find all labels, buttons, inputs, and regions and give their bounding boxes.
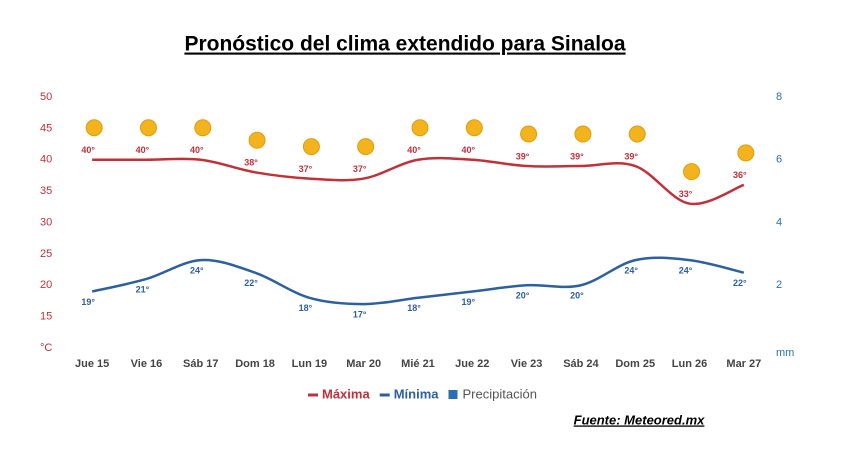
data-label: 40° (407, 145, 421, 155)
series-line (91, 256, 745, 306)
y-tick-label: 35 (40, 185, 52, 197)
y-tick-label: 45 (40, 122, 52, 134)
y2-tick-label: 4 (776, 216, 782, 228)
weather-icon (411, 119, 429, 137)
y-tick-label: 30 (40, 216, 52, 228)
data-label: 40° (81, 145, 95, 155)
data-label: 17° (353, 309, 367, 319)
data-label: 20° (570, 291, 584, 301)
legend-label: Precipitación (463, 386, 537, 401)
weather-icon (683, 163, 701, 181)
data-label: 24° (190, 266, 204, 276)
y2-tick-label: 2 (776, 279, 782, 291)
data-label: 18° (407, 303, 421, 313)
data-label: 22° (733, 278, 747, 288)
data-label: 37° (353, 164, 367, 174)
data-label: 20° (516, 291, 530, 301)
x-tick-label: Dom 18 (235, 358, 275, 370)
data-label: 19° (81, 297, 95, 307)
y2-tick-label: 6 (776, 154, 782, 166)
weather-icon (520, 125, 538, 143)
series-line (92, 156, 745, 206)
weather-icon (194, 119, 212, 137)
weather-icon (737, 144, 755, 162)
data-label: 22° (244, 278, 258, 288)
data-label: 38° (244, 158, 258, 168)
source: Fuente: Meteored.mx (574, 412, 706, 427)
data-label: 37° (299, 164, 313, 174)
y2-tick-label: 8 (776, 91, 782, 103)
data-label: 18° (299, 303, 313, 313)
x-tick-label: Mié 21 (401, 358, 435, 370)
weather-icon (465, 119, 483, 137)
x-tick-label: Sáb 17 (183, 358, 218, 370)
data-label: 24° (624, 266, 638, 276)
y-tick-label: 40 (40, 154, 52, 166)
y2-tick-label: mm (776, 347, 794, 359)
weather-icon (302, 138, 320, 156)
data-label: 40° (461, 145, 475, 155)
data-label: 33° (679, 189, 693, 199)
y-tick-label: 20 (40, 279, 52, 291)
weather-icon (357, 138, 375, 156)
weather-icon (574, 125, 592, 143)
y-tick-label: 25 (40, 248, 52, 260)
x-tick-label: Mar 20 (346, 358, 381, 370)
weather-icon (628, 125, 646, 143)
data-label: 19° (461, 297, 475, 307)
data-label: 40° (136, 145, 150, 155)
legend-label: Mínima (394, 386, 440, 401)
x-tick-label: Jue 15 (75, 358, 109, 370)
chart-title: Pronóstico del clima extendido para Sina… (184, 33, 625, 56)
x-tick-label: Sáb 24 (563, 358, 599, 370)
x-tick-label: Vie 16 (131, 358, 163, 370)
data-label: 39° (570, 151, 584, 161)
y-tick-label: 50 (40, 91, 52, 103)
data-label: 36° (733, 170, 747, 180)
legend-label: Máxima (322, 386, 370, 401)
x-tick-label: Dom 25 (615, 358, 655, 370)
weather-icon (139, 119, 157, 137)
legend-swatch (448, 390, 458, 399)
y-tick-label: °C (40, 342, 52, 354)
x-tick-label: Lun 26 (672, 358, 707, 370)
x-tick-label: Jue 22 (455, 358, 489, 370)
x-tick-label: Lun 19 (292, 358, 327, 370)
data-label: 40° (190, 145, 204, 155)
weather-icon (85, 119, 103, 137)
weather-icon (248, 131, 266, 149)
data-label: 24° (679, 266, 693, 276)
data-label: 21° (136, 284, 150, 294)
data-label: 39° (516, 151, 530, 161)
y-tick-label: 15 (40, 311, 52, 323)
x-tick-label: Mar 27 (726, 358, 761, 370)
x-tick-label: Vie 23 (511, 358, 543, 370)
data-label: 39° (624, 151, 638, 161)
